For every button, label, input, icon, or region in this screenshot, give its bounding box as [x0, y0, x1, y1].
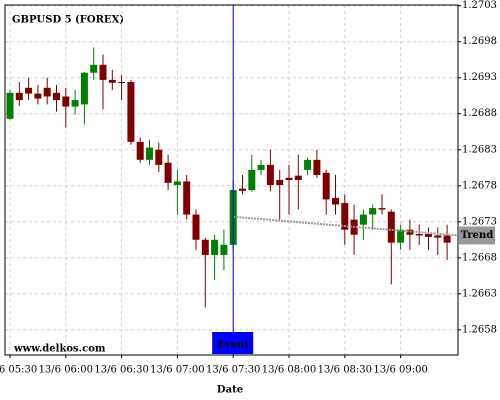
- y-tick-label: 1.2693: [462, 72, 497, 83]
- candle-body: [369, 208, 377, 215]
- candle-body: [257, 164, 265, 170]
- x-tick-label: 13/6 06:00: [39, 365, 93, 376]
- candle-body: [90, 64, 98, 73]
- x-tick-label: 13/6 06:30: [94, 365, 148, 376]
- candle-body: [415, 234, 423, 236]
- candle-body: [387, 211, 395, 243]
- candle-body: [341, 203, 349, 230]
- x-tick-label: 13/6 07:00: [150, 365, 204, 376]
- watermark: www.delkos.com: [13, 344, 106, 355]
- x-tick-label: 13/6 08:00: [262, 365, 316, 376]
- candle-body: [211, 239, 219, 255]
- candle-body: [192, 214, 200, 240]
- candle-body: [108, 79, 116, 83]
- candle-body: [53, 92, 60, 101]
- event-label: Event: [217, 340, 249, 351]
- candle-body: [313, 159, 321, 175]
- candle-body: [285, 177, 293, 180]
- candle-body: [25, 87, 33, 94]
- candle-body: [397, 229, 405, 243]
- candle-body: [425, 234, 432, 237]
- candle-body: [62, 96, 70, 107]
- candle-body: [248, 169, 256, 191]
- chart-title: GBPUSD 5 (FOREX): [12, 15, 124, 26]
- candle-body: [80, 72, 88, 105]
- candle-body: [164, 162, 172, 183]
- candle-body: [378, 208, 386, 210]
- candle-body: [183, 181, 191, 215]
- candle-body: [239, 188, 246, 191]
- x-tick-label: 13/6 05:30: [0, 365, 37, 376]
- candle-body: [99, 64, 107, 80]
- candle-body: [304, 159, 312, 170]
- y-tick-label: 1.2678: [462, 180, 497, 191]
- x-tick-label: 13/6 09:00: [373, 365, 427, 376]
- plot-border: [4, 4, 459, 356]
- candle-body: [201, 239, 209, 255]
- candle-body: [146, 147, 153, 160]
- candle-body: [443, 235, 451, 243]
- candle-body: [294, 175, 302, 180]
- candle-body: [43, 87, 51, 97]
- candle-body: [136, 141, 144, 160]
- x-tick-label: 13/6 07:30: [206, 365, 260, 376]
- y-tick-label: 1.2658: [462, 324, 497, 335]
- y-tick-label: 1.2668: [462, 252, 497, 263]
- y-tick-label: 1.2703: [462, 0, 497, 11]
- x-tick-label: 13/6 08:30: [318, 365, 372, 376]
- candle-body: [266, 164, 274, 186]
- candle-body: [220, 244, 228, 255]
- candle-body: [71, 100, 79, 107]
- trend-label-box: [459, 226, 495, 245]
- x-axis-label: Date: [217, 385, 243, 396]
- trend-label: Trend: [461, 230, 494, 241]
- candle-body: [173, 181, 181, 186]
- candle-body: [34, 93, 42, 99]
- candle-body: [359, 214, 367, 225]
- candle-body: [6, 92, 14, 119]
- trend-line: [233, 215, 459, 237]
- candle-body: [276, 180, 284, 186]
- y-tick-label: 1.2688: [462, 108, 497, 119]
- candle-body: [434, 235, 442, 238]
- candle-body: [332, 198, 339, 205]
- event-label-box: [212, 332, 254, 354]
- candle-body: [127, 82, 135, 142]
- candle-body: [322, 172, 330, 200]
- y-tick-label: 1.2683: [462, 144, 497, 155]
- y-tick-label: 1.2698: [462, 36, 497, 47]
- candle-body: [15, 92, 23, 101]
- y-tick-label: 1.2663: [462, 288, 497, 299]
- y-tick-label: 1.2673: [462, 216, 497, 227]
- candle-body: [155, 149, 163, 165]
- candle-body: [118, 82, 126, 84]
